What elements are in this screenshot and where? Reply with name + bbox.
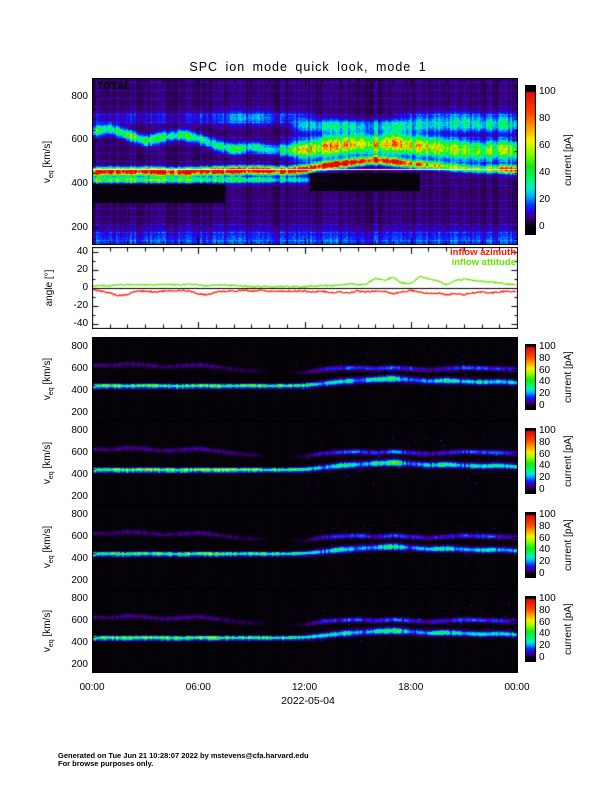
y-axis-label: angle [°] — [44, 269, 55, 307]
y-tick-label: 800 — [71, 340, 88, 352]
spectrogram-quadrant-2-canvas — [92, 421, 518, 505]
y-axis-label: veq [km/s] — [42, 140, 55, 183]
spectrogram-quadrant-3-canvas — [92, 505, 518, 589]
figure-title: SPC ion mode quick look, mode 1 — [189, 60, 427, 74]
colorbar-tick-label: 40 — [539, 376, 551, 388]
colorbar-tick-label: 20 — [539, 472, 551, 484]
colorbar-tick-label: 100 — [539, 340, 556, 352]
y-tick-label: 400 — [71, 552, 88, 564]
colorbar-tick-label: 80 — [539, 520, 551, 532]
colorbar-tick-label: 80 — [539, 112, 551, 124]
y-tick-label: 200 — [71, 490, 88, 502]
y-tick-label: 600 — [71, 134, 88, 146]
colorbar-quadrant-1-canvas — [525, 344, 536, 410]
colorbar-axis-label: current [pA] — [563, 435, 574, 487]
spectrogram-total-canvas — [92, 78, 518, 245]
footer-generated-line: Generated on Tue Jun 21 10:28:07 2022 by… — [58, 751, 309, 760]
y-tick-label: 800 — [71, 508, 88, 520]
y-tick-label: 400 — [71, 468, 88, 480]
colorbar-tick-label: 60 — [539, 364, 551, 376]
y-tick-label: 400 — [71, 636, 88, 648]
y-tick-label: 600 — [71, 614, 88, 626]
footer: Generated on Tue Jun 21 10:28:07 2022 by… — [58, 752, 309, 768]
colorbar-tick-label: 20 — [539, 556, 551, 568]
x-tick-label: 12:00 — [291, 682, 318, 693]
colorbar-tick-label: 100 — [539, 592, 556, 604]
panel-label-total: TOTAL — [97, 81, 131, 92]
y-tick-label: 200 — [71, 574, 88, 586]
colorbar-quadrant-3-canvas — [525, 512, 536, 578]
colorbar-tick-label: 0 — [539, 652, 545, 664]
colorbar-tick-label: 20 — [539, 388, 551, 400]
y-tick-label: 600 — [71, 530, 88, 542]
y-tick-label: 200 — [71, 406, 88, 418]
colorbar-tick-label: 20 — [539, 194, 551, 206]
legend-inflow-attitude: inflow attitude — [451, 256, 516, 268]
y-tick-label: 400 — [71, 384, 88, 396]
y-tick-label: 200 — [71, 221, 88, 233]
colorbar-tick-label: 40 — [539, 460, 551, 472]
y-tick-label: 600 — [71, 362, 88, 374]
colorbar-tick-label: 0 — [539, 484, 545, 496]
y-tick-label: 400 — [71, 178, 88, 190]
colorbar-quadrant-2-canvas — [525, 428, 536, 494]
colorbar-tick-label: 100 — [539, 508, 556, 520]
y-tick-label: -40 — [73, 317, 88, 329]
colorbar-tick-label: 40 — [539, 167, 551, 179]
colorbar-tick-label: 100 — [539, 424, 556, 436]
colorbar-tick-label: 60 — [539, 448, 551, 460]
colorbar-tick-label: 60 — [539, 139, 551, 151]
x-tick-label: 18:00 — [398, 682, 424, 693]
y-tick-label: 200 — [71, 658, 88, 670]
angle-chart-canvas — [92, 247, 518, 329]
colorbar-tick-label: 0 — [539, 400, 545, 412]
y-axis-label: veq [km/s] — [42, 441, 55, 485]
colorbar-total-canvas — [525, 85, 536, 235]
y-tick-label: 800 — [71, 424, 88, 436]
x-tick-label: 00:00 — [504, 682, 530, 693]
y-tick-label: 40 — [76, 245, 88, 257]
y-tick-label: 600 — [71, 446, 88, 458]
colorbar-axis-label: current [pA] — [563, 134, 574, 186]
y-tick-label: 800 — [71, 90, 88, 102]
x-axis-date-label: 2022-05-04 — [281, 695, 335, 707]
colorbar-tick-label: 100 — [539, 85, 556, 97]
x-tick-label: 00:00 — [79, 682, 105, 693]
colorbar-tick-label: 40 — [539, 544, 551, 556]
spectrogram-quadrant-1-canvas — [92, 337, 518, 421]
y-axis-label: veq [km/s] — [42, 357, 55, 401]
colorbar-tick-label: 40 — [539, 628, 551, 640]
colorbar-axis-label: current [pA] — [563, 351, 574, 403]
spectrogram-quadrant-4-canvas — [92, 589, 518, 673]
colorbar-axis-label: current [pA] — [563, 603, 574, 655]
y-tick-label: -20 — [73, 299, 88, 311]
colorbar-tick-label: 80 — [539, 604, 551, 616]
colorbar-quadrant-4-canvas — [525, 596, 536, 662]
legend-inflow-azimuth: inflow azimuth — [450, 247, 516, 258]
footer-browse-line: For browse purposes only. — [58, 759, 154, 768]
legend: inflow azimuth inflow attitude — [450, 248, 516, 267]
colorbar-tick-label: 80 — [539, 436, 551, 448]
y-tick-label: 800 — [71, 592, 88, 604]
colorbar-tick-label: 0 — [539, 221, 545, 233]
colorbar-tick-label: 20 — [539, 640, 551, 652]
x-tick-label: 06:00 — [185, 682, 211, 693]
y-axis-label: veq [km/s] — [42, 525, 55, 569]
y-axis-label: veq [km/s] — [42, 609, 55, 653]
y-tick-label: 20 — [76, 263, 88, 275]
y-tick-label: 0 — [82, 281, 88, 293]
colorbar-tick-label: 80 — [539, 352, 551, 364]
colorbar-tick-label: 0 — [539, 568, 545, 580]
colorbar-tick-label: 60 — [539, 616, 551, 628]
colorbar-tick-label: 60 — [539, 532, 551, 544]
colorbar-axis-label: current [pA] — [563, 519, 574, 571]
